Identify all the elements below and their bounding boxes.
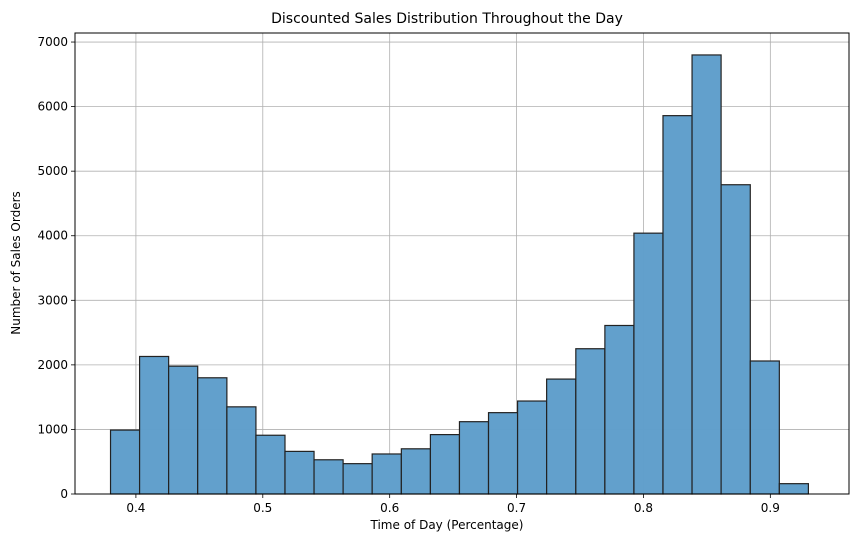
x-tick-label: 0.6 — [380, 501, 399, 515]
plot-frame — [74, 32, 850, 495]
y-tick-label: 4000 — [37, 229, 68, 243]
histogram-bar — [516, 400, 548, 495]
histogram-bar — [429, 433, 461, 495]
histogram-bar — [342, 463, 373, 495]
histogram-bar — [691, 54, 722, 495]
histogram-bar — [749, 360, 780, 495]
x-tick-label: 0.5 — [253, 501, 272, 515]
histogram-bar — [720, 184, 751, 495]
histogram-bar — [633, 232, 664, 495]
y-tick-label: 1000 — [37, 422, 68, 436]
histogram-bar — [284, 450, 315, 495]
histogram-bar — [546, 378, 577, 495]
histogram-bars — [109, 54, 809, 495]
histogram-bar — [487, 412, 519, 495]
y-tick-label: 6000 — [37, 100, 68, 114]
y-axis-ticks: 0 1000 2000 3000 4000 5000 6000 7000 — [37, 35, 75, 501]
y-tick-label: 7000 — [37, 35, 68, 49]
y-tick-label: 2000 — [37, 358, 68, 372]
histogram-bar — [458, 421, 490, 495]
x-tick-label: 0.4 — [126, 501, 145, 515]
y-axis-title: Number of Sales Orders — [9, 191, 23, 335]
y-tick-label: 0 — [60, 487, 68, 501]
y-tick-label: 5000 — [37, 164, 68, 178]
histogram-bar — [168, 365, 199, 495]
x-axis-title: Time of Day (Percentage) — [370, 518, 524, 532]
histogram-bar — [313, 459, 344, 495]
histogram-bar — [575, 348, 606, 495]
x-tick-label: 0.9 — [761, 501, 780, 515]
x-tick-label: 0.7 — [507, 501, 526, 515]
histogram-bar — [109, 429, 141, 495]
histogram-bar — [662, 115, 693, 495]
histogram-bar — [226, 406, 257, 495]
histogram-bar — [778, 483, 809, 495]
histogram-bar — [400, 448, 432, 495]
y-tick-label: 3000 — [37, 293, 68, 307]
histogram-bar — [197, 377, 228, 495]
histogram-bar — [604, 324, 635, 495]
x-tick-label: 0.8 — [634, 501, 653, 515]
x-axis-ticks: 0.4 0.5 0.6 0.7 0.8 0.9 — [126, 494, 780, 515]
chart-title: Discounted Sales Distribution Throughout… — [271, 11, 623, 27]
histogram-bar — [371, 453, 402, 495]
histogram-bar — [255, 434, 286, 495]
histogram-bar — [138, 355, 170, 495]
